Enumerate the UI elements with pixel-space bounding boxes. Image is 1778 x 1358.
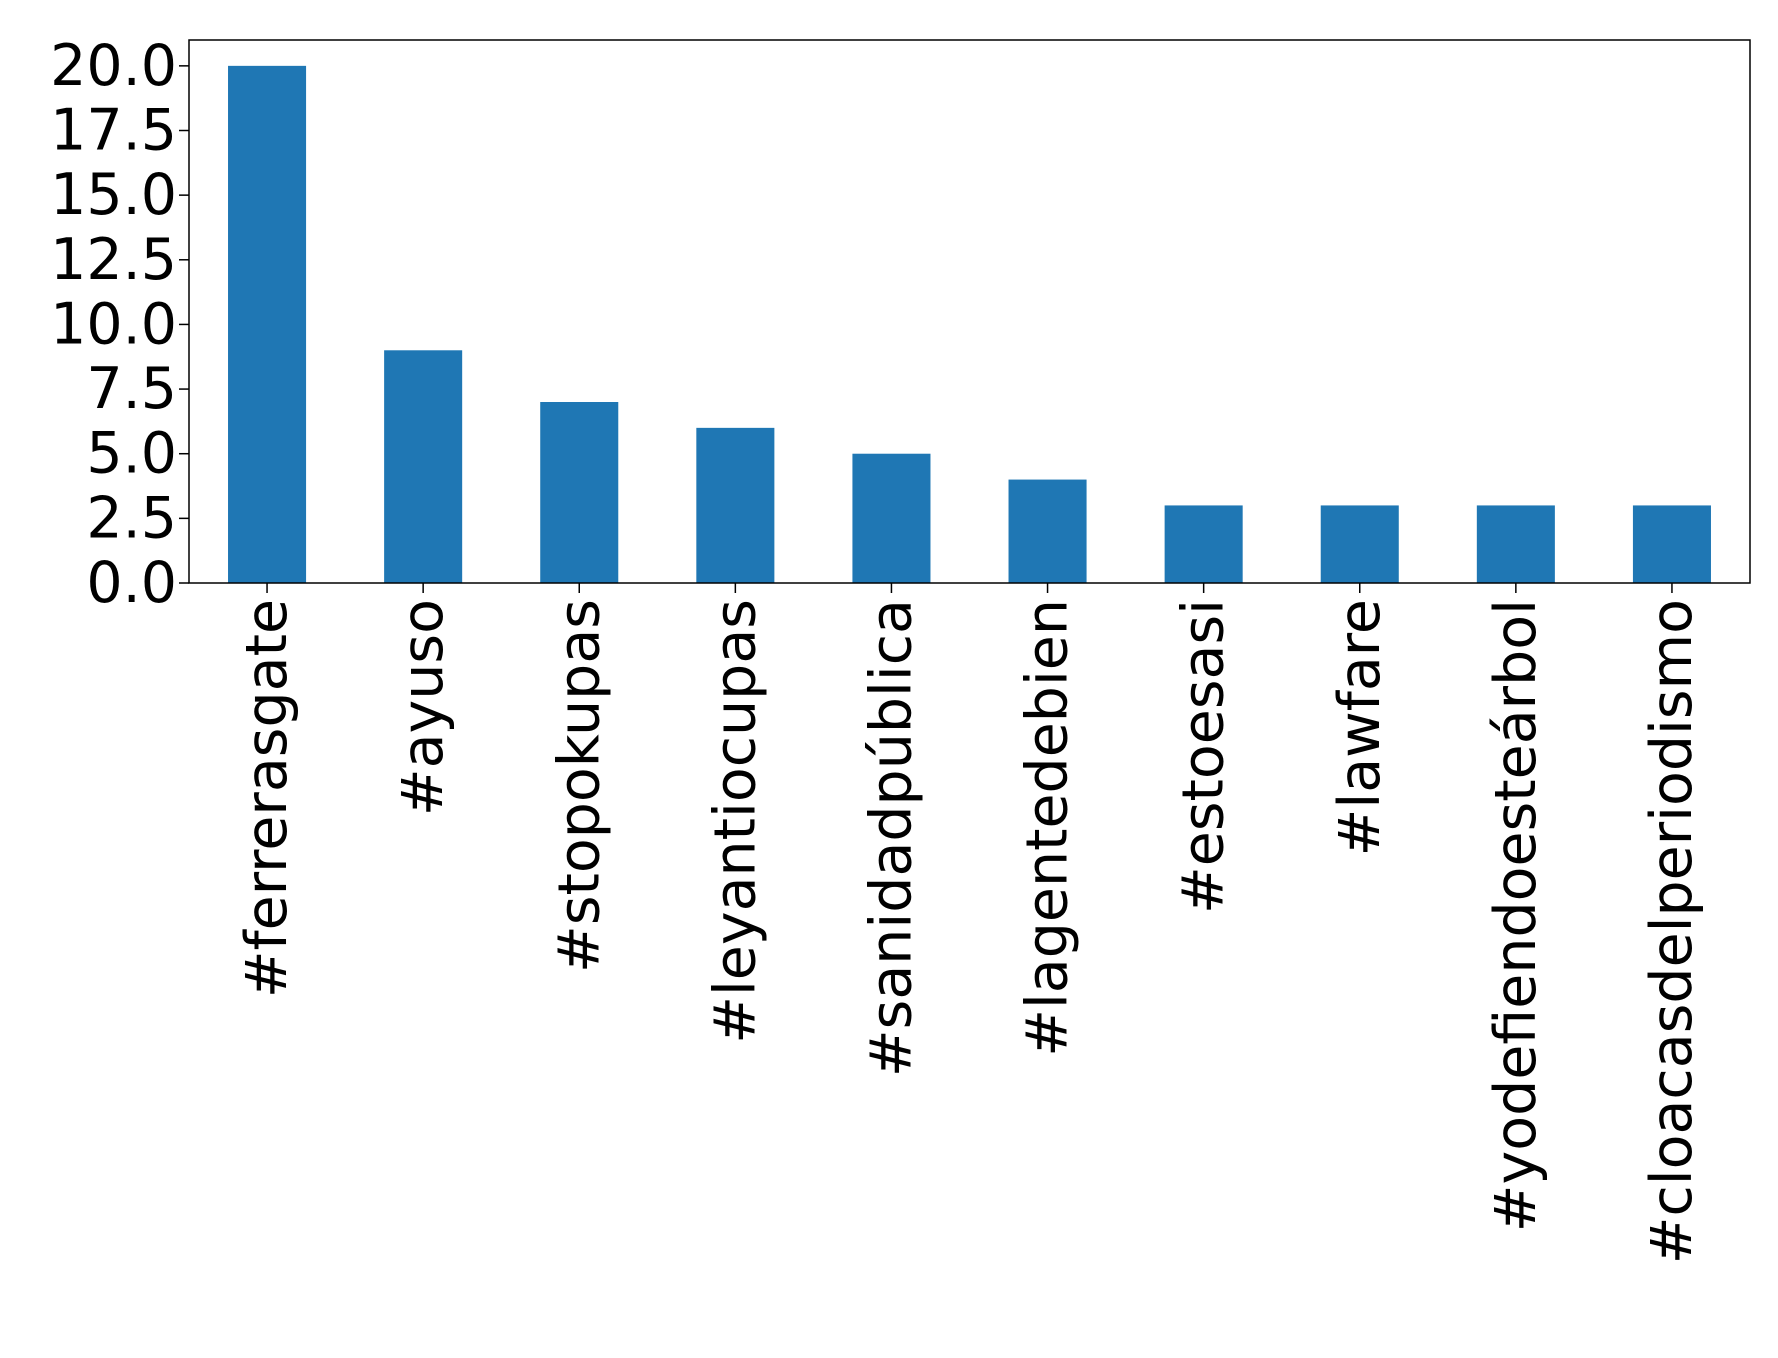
x-tick-label: #leyantiocupas: [702, 599, 768, 1044]
bar-ferrerasgate: [228, 65, 307, 584]
bars-group: [228, 65, 1711, 584]
x-tick-label: #lagentedebien: [1015, 599, 1081, 1057]
x-tick-label: #ferrerasgate: [234, 599, 300, 998]
y-tick-label: 12.5: [50, 227, 177, 293]
bar-stopokupas: [540, 402, 619, 583]
bar-sanidadpública: [852, 453, 931, 583]
y-tick-label: 15.0: [50, 162, 177, 228]
y-axis: 0.02.55.07.510.012.515.017.520.0: [50, 33, 189, 616]
y-tick-label: 2.5: [86, 485, 177, 551]
y-tick-label: 20.0: [50, 33, 177, 99]
bar-leyantiocupas: [696, 427, 775, 583]
x-tick-label: #lawfare: [1327, 599, 1393, 856]
x-tick-label: #cloacasdelperiodismo: [1639, 599, 1705, 1264]
bar-ayuso: [384, 350, 463, 583]
x-tick-label: #estoesasi: [1171, 599, 1237, 914]
y-tick-label: 0.0: [86, 550, 177, 616]
x-tick-label: #sanidadpública: [858, 599, 924, 1077]
x-tick-label: #stopokupas: [546, 599, 612, 973]
y-tick-label: 7.5: [86, 356, 177, 422]
bar-lawfare: [1320, 505, 1399, 583]
y-tick-label: 17.5: [50, 98, 177, 164]
y-tick-label: 5.0: [86, 421, 177, 487]
x-axis: #ferrerasgate #ayuso #stopokupas #leyantioc…: [234, 583, 1705, 1264]
plot-area-frame: [188, 39, 1751, 584]
bar-yodefiendoesteárbol: [1476, 505, 1555, 583]
bar-cloacasdelperiodismo: [1632, 505, 1711, 583]
bar-lagentedebien: [1008, 479, 1087, 583]
x-tick-label: #ayuso: [390, 599, 456, 816]
bar-estoesasi: [1164, 505, 1243, 583]
x-tick-label: #yodefiendoesteárbol: [1483, 599, 1549, 1232]
y-tick-label: 10.0: [50, 291, 177, 357]
